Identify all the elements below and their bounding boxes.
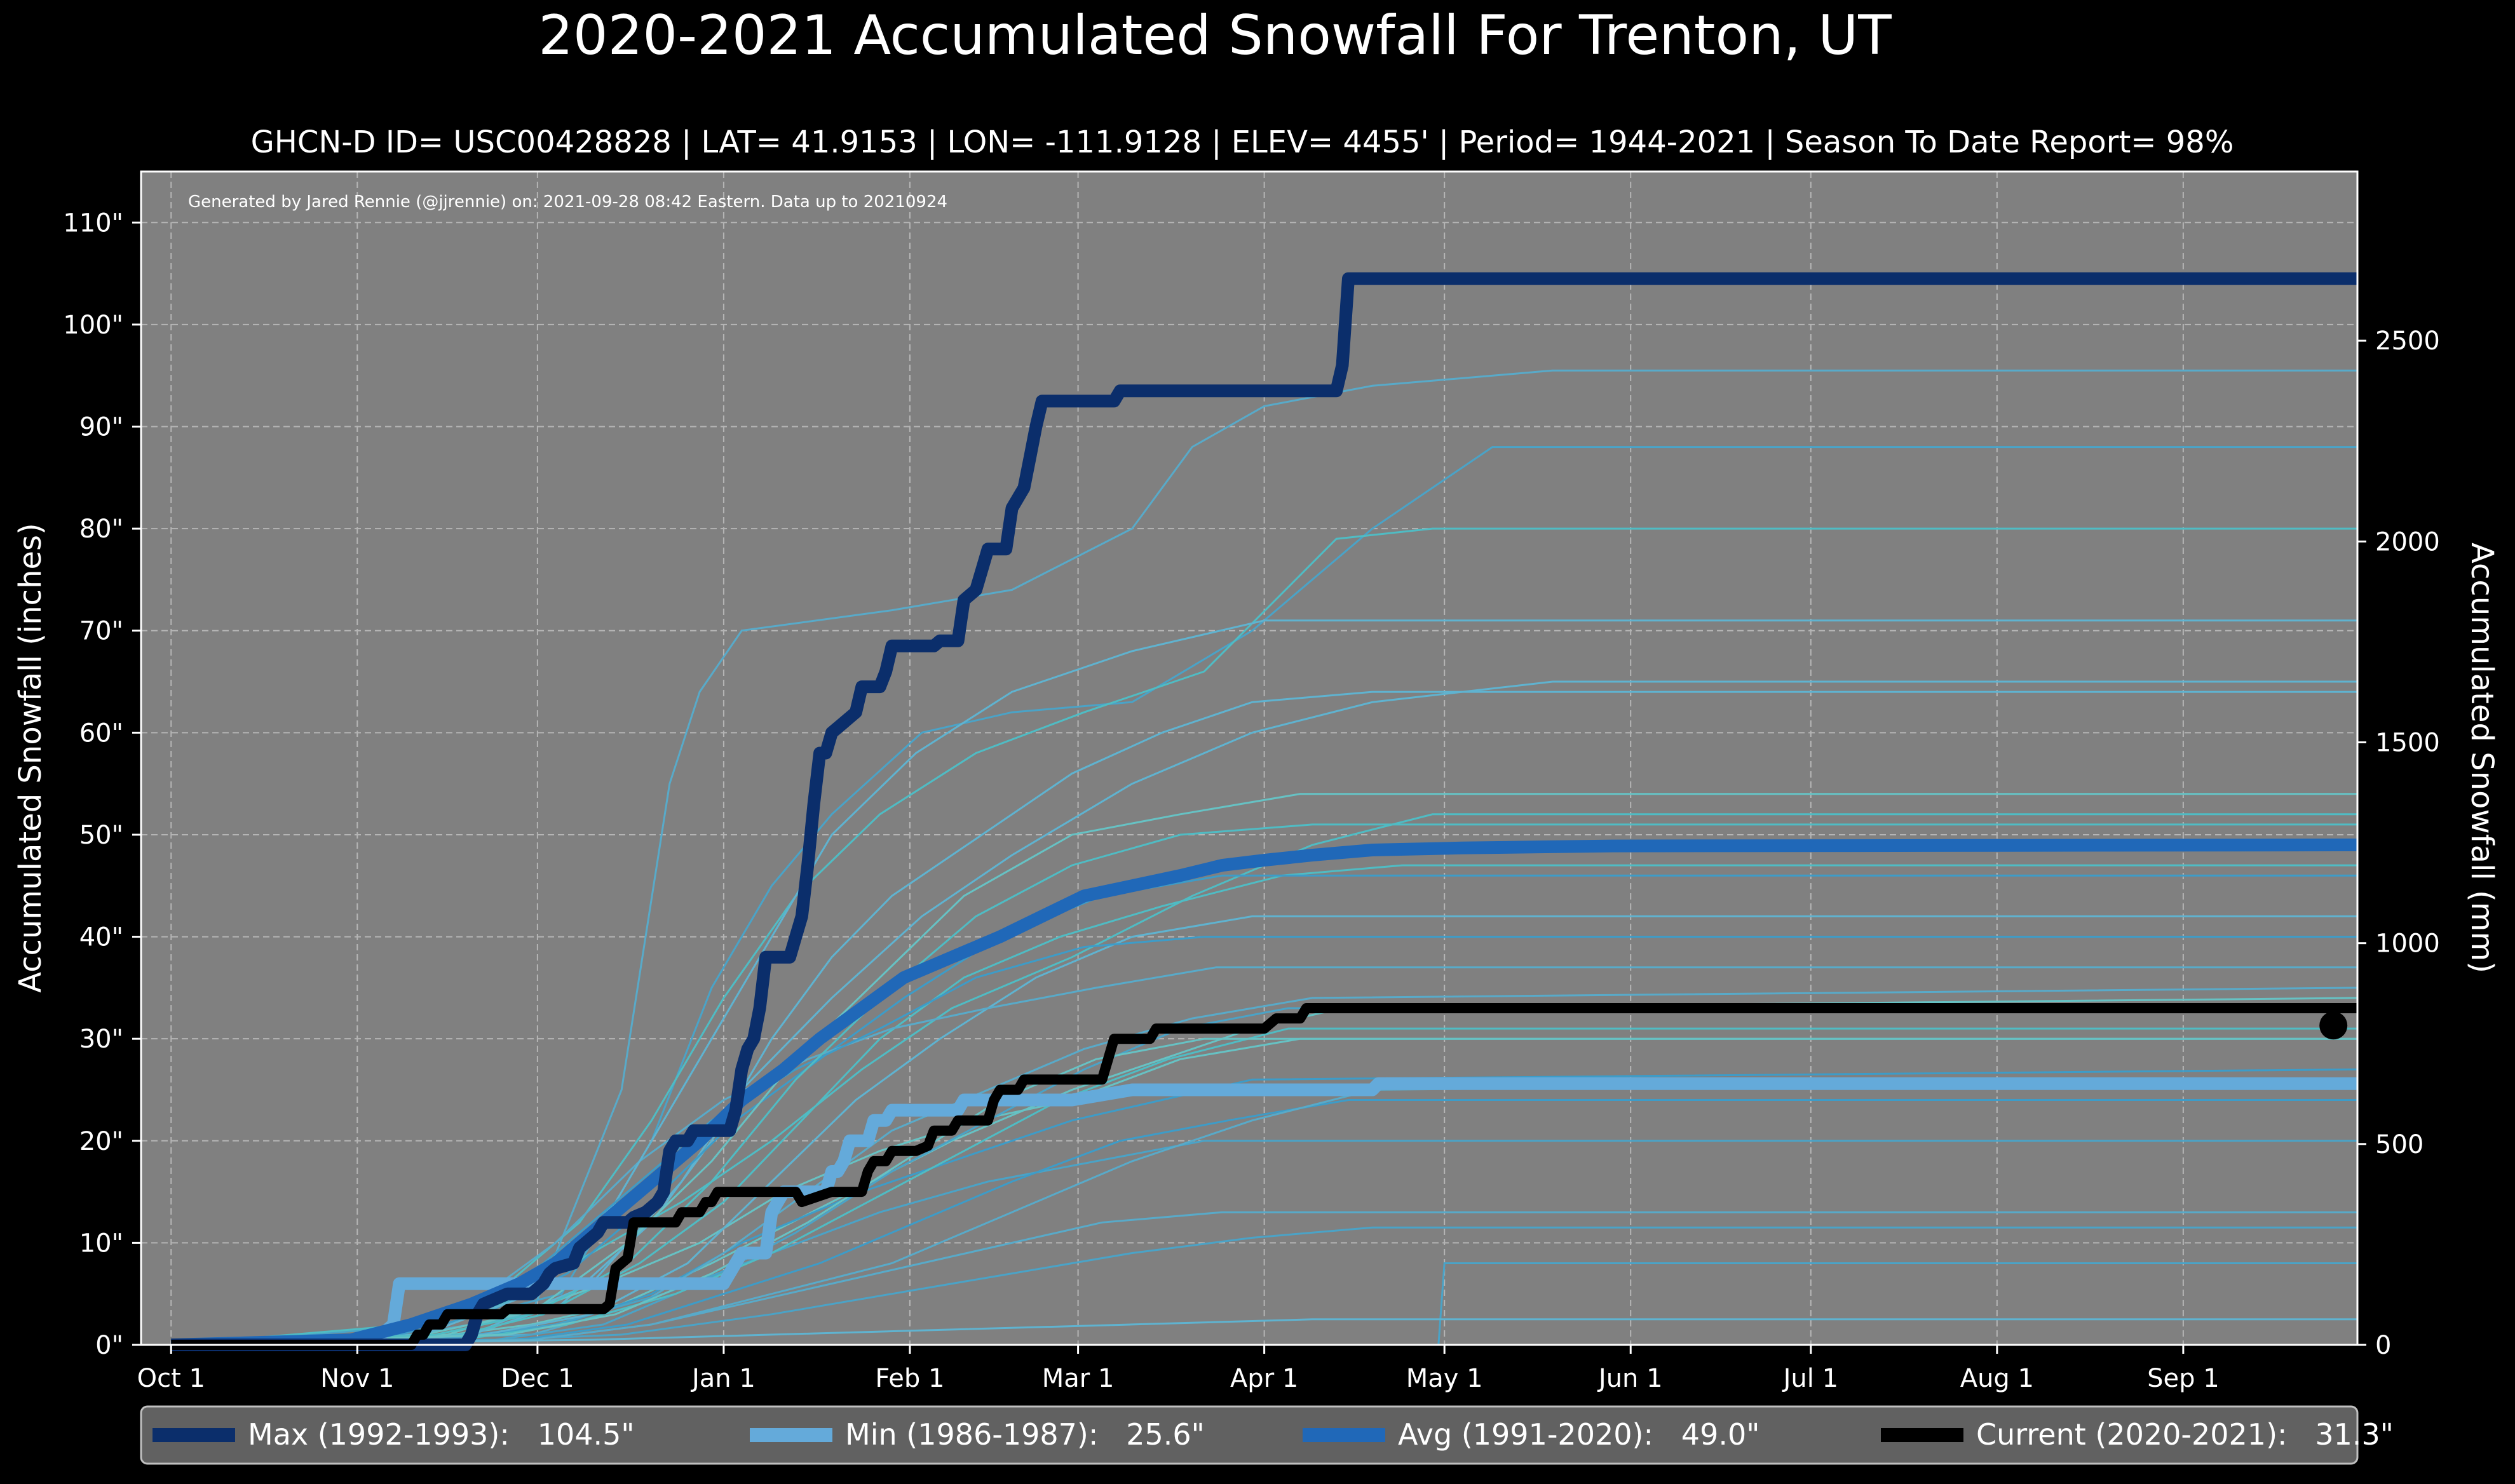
legend: Max (1992-1993): 104.5" Min (1986-1987): … (140, 1405, 2394, 1465)
legend-items: Max (1992-1993): 104.5" Min (1986-1987): … (153, 1417, 2394, 1452)
y-right-tick-label: 1000 (2375, 929, 2440, 959)
y-right-tick-label: 2500 (2375, 327, 2440, 356)
legend-label: Current (2020-2021): 31.3" (1976, 1417, 2394, 1452)
series-line-avg (171, 839, 2358, 1351)
historical-season-line (171, 527, 2357, 1346)
y-axis-right: 0 500 1000 1500 2000 2500 (2357, 327, 2440, 1360)
y-tick-label: 90" (79, 413, 123, 442)
y-tick-label: 60" (79, 718, 123, 748)
legend-label: Min (1986-1987): 25.6" (845, 1417, 1205, 1452)
x-tick-label: Feb 1 (875, 1364, 944, 1393)
x-tick-label: Aug 1 (1960, 1364, 2034, 1393)
legend-label: Max (1992-1993): 104.5" (248, 1417, 635, 1452)
y-axis-label-left: Accumulated Snowfall (inches) (13, 523, 48, 993)
x-tick-label: Dec 1 (501, 1364, 574, 1393)
current-end-marker (2319, 1011, 2348, 1040)
y-right-tick-label: 2000 (2375, 527, 2440, 556)
y-right-tick-label: 0 (2375, 1331, 2391, 1360)
historical-season-line (171, 1226, 2357, 1346)
series-line-max (171, 272, 2357, 1351)
x-tick-label: May 1 (1406, 1364, 1483, 1393)
legend-label: Avg (1991-2020): 49.0" (1398, 1417, 1759, 1452)
historical-season-line (171, 1318, 2357, 1346)
y-right-tick-label: 1500 (2375, 729, 2440, 758)
chart-subtitle: GHCN-D ID= USC00428828 | LAT= 41.9153 | … (251, 125, 2234, 160)
historical-season-line (171, 1007, 2357, 1346)
y-axis-left: 0" 10" 20" 30" 40" 50" 60" 70" 80" 90" 100" 110" (63, 208, 141, 1360)
legend-box (140, 1405, 2359, 1465)
y-tick-label: 80" (79, 515, 123, 544)
x-tick-label: Mar 1 (1042, 1364, 1115, 1393)
y-axis-label-right: Accumulated Snowfall (mm) (2464, 543, 2500, 973)
historical-season-line (171, 915, 2357, 1346)
historical-season-line (171, 619, 2357, 1346)
x-tick-label: Jul 1 (1782, 1364, 1838, 1393)
y-right-tick-label: 500 (2375, 1130, 2423, 1159)
y-tick-label: 20" (79, 1127, 123, 1156)
credit-text: Generated by Jared Rennie (@jjrennie) on… (188, 192, 947, 212)
plot-area (140, 170, 2359, 1346)
historical-season-line (171, 1078, 2358, 1346)
x-tick-label: Jun 1 (1597, 1364, 1663, 1393)
historical-season-line (171, 823, 2357, 1346)
chart-title: 2020-2021 Accumulated Snowfall For Trent… (538, 4, 1892, 67)
x-axis: Oct 1 Nov 1 Dec 1 Jan 1 Feb 1 Mar 1 Apr 1 May 1… (137, 1345, 2220, 1393)
plot-frame (140, 170, 2359, 1346)
x-tick-label: Nov 1 (320, 1364, 394, 1393)
y-tick-label: 10" (79, 1229, 123, 1258)
highlighted-season-lines (171, 272, 2358, 1351)
y-tick-label: 30" (79, 1025, 123, 1054)
historical-season-line (171, 813, 2357, 1346)
y-tick-label: 40" (79, 923, 123, 952)
y-tick-label: 70" (79, 617, 123, 646)
x-tick-label: Jan 1 (690, 1364, 756, 1393)
x-tick-label: Sep 1 (2147, 1364, 2220, 1393)
x-tick-label: Oct 1 (137, 1364, 205, 1393)
series-line-current (171, 1003, 2357, 1350)
y-tick-label: 50" (79, 821, 123, 850)
historical-season-line (171, 1099, 2357, 1346)
y-tick-label: 100" (63, 311, 123, 340)
x-tick-label: Apr 1 (1230, 1364, 1298, 1393)
y-tick-label: 0" (95, 1331, 123, 1360)
y-tick-label: 110" (63, 208, 123, 238)
